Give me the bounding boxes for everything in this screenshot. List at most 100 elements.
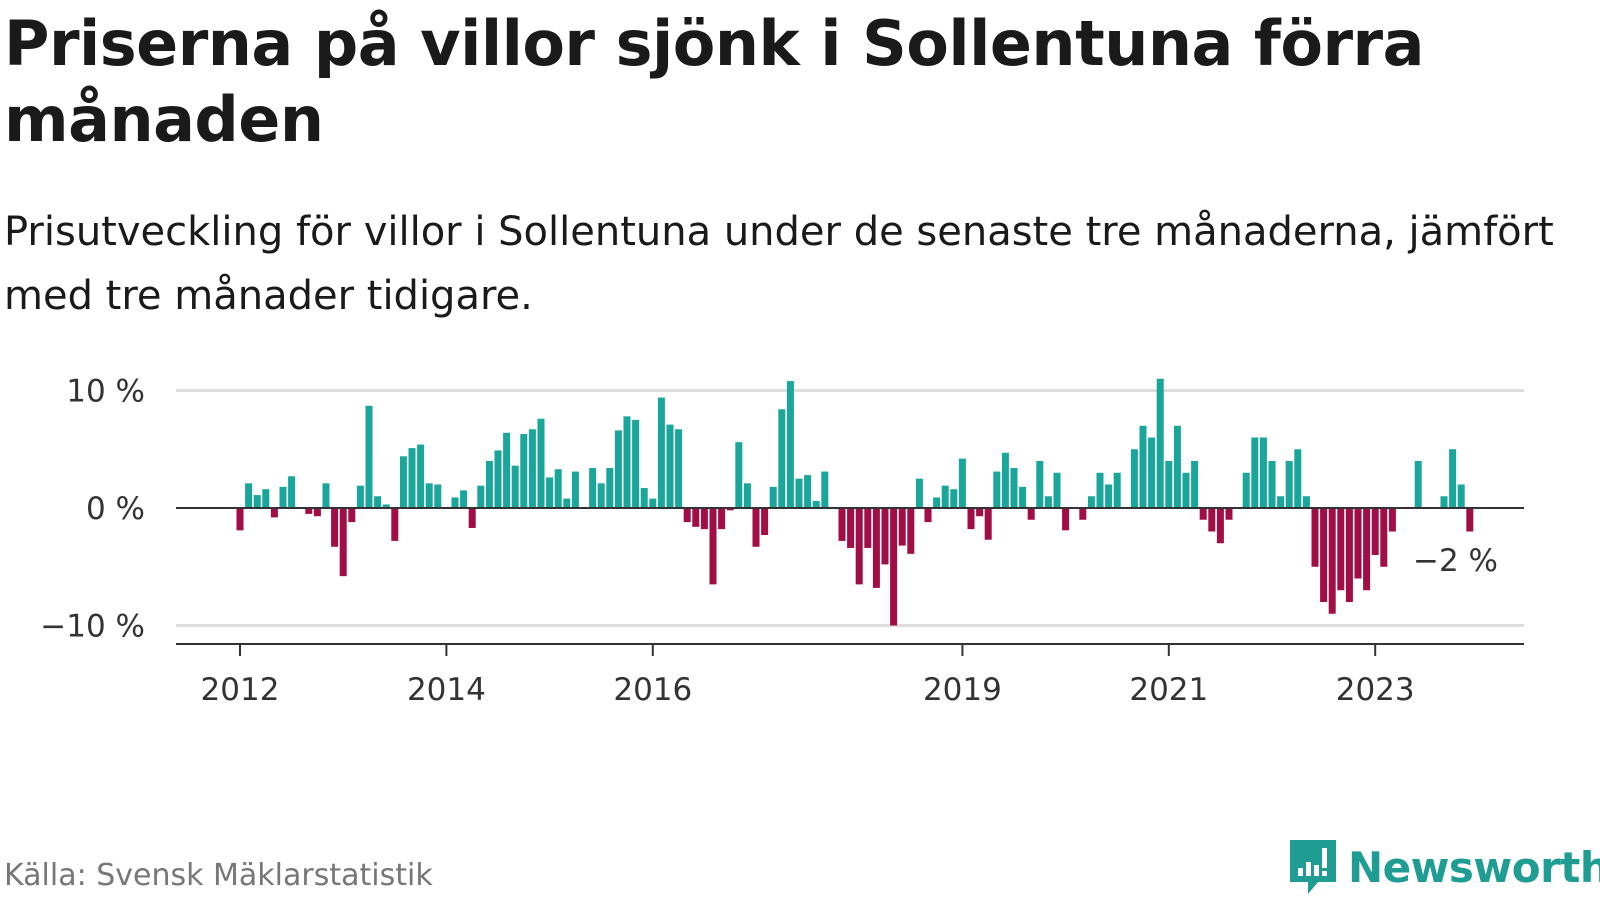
bar bbox=[683, 508, 691, 523]
bar bbox=[1036, 461, 1044, 508]
bar bbox=[1466, 508, 1474, 532]
bar bbox=[941, 485, 949, 508]
bar bbox=[1414, 461, 1422, 508]
bar bbox=[460, 490, 468, 509]
bar bbox=[1096, 472, 1104, 508]
bar bbox=[933, 497, 941, 508]
bar bbox=[1148, 437, 1156, 508]
bar bbox=[288, 476, 296, 509]
bar bbox=[649, 498, 657, 508]
bar bbox=[391, 508, 399, 541]
bar bbox=[769, 486, 777, 508]
bar bbox=[434, 484, 442, 508]
bar bbox=[984, 508, 992, 540]
bar bbox=[778, 409, 786, 508]
bar bbox=[554, 469, 562, 508]
bar bbox=[1302, 496, 1310, 508]
bar bbox=[1311, 508, 1319, 567]
bar bbox=[804, 475, 812, 508]
bar bbox=[520, 433, 528, 508]
bar bbox=[881, 508, 889, 565]
bar bbox=[322, 483, 330, 509]
bar bbox=[1251, 437, 1259, 508]
bar bbox=[958, 458, 966, 508]
bar bbox=[305, 508, 313, 514]
y-tick-labels: 10 % 0 % −10 % bbox=[40, 374, 145, 645]
bar bbox=[864, 508, 872, 548]
bar bbox=[262, 489, 270, 508]
bar bbox=[1139, 425, 1147, 508]
x-tick-label: 2016 bbox=[613, 672, 692, 708]
bar bbox=[1285, 461, 1293, 508]
bar bbox=[821, 471, 829, 508]
bar bbox=[477, 485, 485, 508]
newsworthy-logo: Newsworthy bbox=[1288, 838, 1600, 896]
bar bbox=[898, 508, 906, 546]
bar bbox=[1242, 472, 1250, 508]
chart-subtitle: Prisutveckling för villor i Sollentuna u… bbox=[4, 209, 1554, 319]
bar bbox=[1380, 508, 1388, 567]
bar bbox=[1216, 508, 1224, 544]
y-tick-label: 0 % bbox=[86, 491, 145, 527]
bar bbox=[589, 468, 597, 508]
bar bbox=[1079, 508, 1087, 520]
bar bbox=[399, 456, 407, 508]
bar bbox=[1053, 472, 1061, 508]
bar bbox=[1294, 449, 1302, 508]
bar bbox=[1027, 508, 1035, 520]
bar bbox=[976, 508, 984, 517]
bar bbox=[1354, 508, 1362, 579]
bar bbox=[1363, 508, 1371, 591]
bar bbox=[847, 508, 855, 548]
bar bbox=[726, 508, 734, 511]
bar bbox=[425, 483, 433, 509]
bar bbox=[1259, 437, 1267, 508]
bar bbox=[700, 508, 708, 530]
bar bbox=[1337, 508, 1345, 591]
bar bbox=[872, 508, 880, 588]
bar bbox=[313, 508, 321, 517]
bar bbox=[761, 508, 769, 536]
bar bbox=[993, 471, 1001, 508]
bar bbox=[1208, 508, 1216, 532]
bar bbox=[1191, 461, 1199, 508]
bar bbox=[709, 508, 717, 585]
x-tick-label: 2019 bbox=[923, 672, 1002, 708]
bar bbox=[1044, 496, 1052, 508]
bar bbox=[1440, 496, 1448, 508]
brand-name: Newsworthy bbox=[1348, 842, 1600, 892]
bar bbox=[606, 468, 614, 508]
bar bbox=[1320, 508, 1328, 602]
bar bbox=[417, 444, 425, 508]
bar bbox=[236, 508, 244, 531]
bar bbox=[812, 500, 820, 508]
bar bbox=[915, 478, 923, 509]
bar bbox=[1182, 472, 1190, 508]
bar bbox=[855, 508, 863, 585]
bar bbox=[692, 508, 700, 527]
bar bbox=[924, 508, 932, 523]
bar bbox=[1173, 425, 1181, 508]
bar bbox=[614, 430, 622, 508]
bar bbox=[786, 381, 794, 508]
y-tick-label: −10 % bbox=[40, 609, 145, 645]
bar bbox=[408, 448, 416, 508]
bar bbox=[718, 508, 726, 530]
bar bbox=[1019, 486, 1027, 508]
bar bbox=[597, 483, 605, 509]
bar bbox=[1457, 484, 1465, 508]
bar bbox=[1165, 461, 1173, 508]
bar bbox=[528, 429, 536, 508]
bar bbox=[374, 496, 382, 508]
bar bbox=[1087, 496, 1095, 508]
bar bbox=[666, 424, 674, 508]
chart-title: Priserna på villor sjönk i Sollentuna fö… bbox=[4, 7, 1424, 156]
bar bbox=[1113, 472, 1121, 508]
x-ticks: 2012 2014 2016 2019 2021 2023 bbox=[201, 644, 1415, 708]
bar bbox=[950, 489, 958, 508]
bar bbox=[503, 432, 511, 508]
bar bbox=[485, 461, 493, 508]
bar bbox=[675, 429, 683, 508]
bar bbox=[1268, 461, 1276, 508]
bar bbox=[623, 416, 631, 508]
